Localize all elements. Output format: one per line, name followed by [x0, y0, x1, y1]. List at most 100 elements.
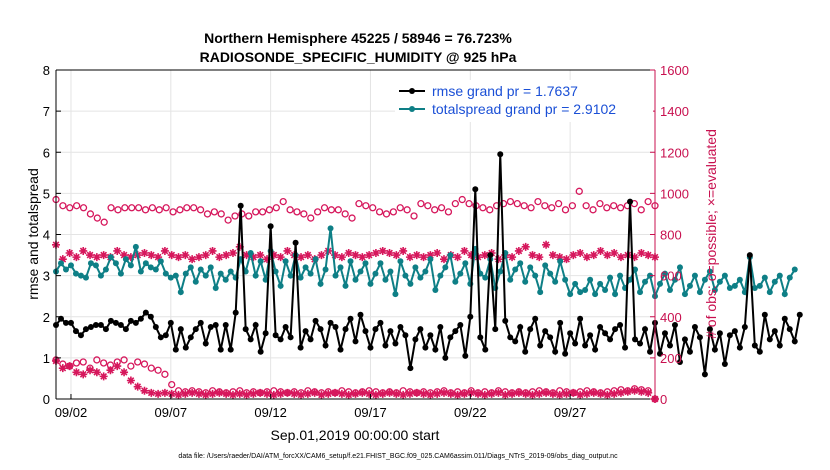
y-tick-label-left: 0	[43, 392, 50, 407]
obs-evaluated-marker	[610, 389, 619, 398]
obs-evaluated-marker	[603, 251, 612, 260]
obs-evaluated-marker	[555, 253, 564, 262]
rmse-point	[607, 336, 614, 343]
obs-evaluated-marker	[487, 389, 496, 398]
obs-evaluated-marker	[58, 364, 67, 373]
x-tick-label: 09/27	[554, 405, 587, 420]
rmse-point	[701, 371, 708, 378]
x-tick-label: 09/12	[254, 405, 287, 420]
obs-evaluated-marker	[474, 389, 483, 398]
obs-possible-marker	[258, 208, 267, 216]
obs-possible-marker	[596, 200, 604, 208]
rmse-point	[791, 338, 798, 345]
obs-evaluated-marker	[610, 249, 619, 258]
obs-possible-marker	[79, 204, 88, 212]
totalspread-point	[57, 260, 64, 267]
obs-evaluated-marker	[276, 389, 285, 398]
totalspread-point	[522, 278, 529, 285]
rmse-point	[222, 321, 229, 328]
rmse-point	[696, 334, 703, 341]
rmse-point	[577, 315, 584, 322]
totalspread-point	[382, 276, 389, 283]
obs-possible-marker	[603, 204, 611, 212]
obs-evaluated-marker	[351, 251, 360, 260]
obs-evaluated-marker	[120, 368, 129, 377]
obs-possible-marker	[382, 210, 391, 218]
obs-evaluated-marker	[297, 253, 306, 262]
totalspread-point	[82, 274, 89, 281]
x-axis-label: Sep.01,2019 00:00:00 start	[271, 427, 440, 443]
obs-possible-marker	[307, 214, 315, 222]
totalspread-point	[92, 262, 99, 269]
obs-evaluated-marker	[365, 389, 374, 398]
obs-evaluated-marker	[317, 390, 326, 399]
rmse-point	[661, 330, 668, 337]
obs-evaluated-marker	[140, 249, 149, 258]
obs-possible-marker	[369, 204, 377, 212]
obs-possible-marker	[499, 200, 508, 208]
rmse-point	[97, 321, 104, 328]
y-tick-label-left: 5	[43, 186, 50, 201]
obs-evaluated-marker	[337, 253, 346, 262]
obs-evaluated-marker	[433, 249, 442, 258]
obs-possible-marker	[231, 212, 239, 220]
totalspread-point	[307, 270, 314, 277]
obs-evaluated-marker	[392, 389, 401, 398]
rmse-point	[627, 198, 634, 205]
obs-possible-marker	[582, 202, 590, 210]
obs-evaluated-marker	[412, 388, 421, 397]
rmse-point	[82, 326, 89, 333]
obs-evaluated-marker	[215, 253, 224, 262]
rmse-point	[477, 334, 484, 341]
obs-possible-marker	[73, 202, 81, 210]
totalspread-point	[332, 272, 339, 279]
rmse-point	[736, 344, 743, 351]
obs-evaluated-marker	[405, 253, 414, 262]
rmse-point	[686, 348, 693, 355]
y-tick-label-right: 800	[660, 228, 682, 243]
rmse-point	[262, 330, 269, 337]
obs-possible-marker	[59, 202, 67, 210]
obs-evaluated-marker	[385, 249, 394, 258]
totalspread-point	[776, 272, 783, 279]
totalspread-point	[656, 280, 663, 287]
obs-possible-marker	[458, 195, 466, 204]
obs-possible-marker	[637, 206, 645, 214]
rmse-point	[397, 324, 404, 331]
obs-possible-marker	[99, 359, 108, 367]
rmse-point	[447, 334, 454, 341]
rmse-point	[756, 348, 763, 355]
rmse-point	[297, 344, 304, 351]
obs-evaluated-marker	[269, 251, 278, 260]
obs-possible-marker	[506, 197, 515, 206]
obs-evaluated-marker	[644, 388, 653, 397]
totalspread-point	[447, 252, 454, 259]
obs-evaluated-marker	[181, 251, 190, 260]
totalspread-point	[686, 282, 693, 289]
totalspread-point	[617, 272, 624, 279]
obs-evaluated-marker	[222, 389, 231, 398]
obs-possible-marker	[403, 206, 411, 214]
rmse-point	[407, 365, 414, 372]
rmse-point	[796, 311, 803, 318]
totalspread-point	[252, 272, 259, 279]
y-axis-label-right: # of obs: o=possible; ×=evaluated	[703, 129, 719, 339]
obs-evaluated-marker	[160, 246, 169, 255]
obs-evaluated-marker	[249, 389, 258, 398]
rmse-point	[382, 342, 389, 349]
obs-evaluated-marker	[535, 253, 544, 262]
obs-possible-marker	[141, 206, 150, 214]
rmse-point	[362, 328, 369, 335]
totalspread-point	[362, 260, 369, 267]
totalspread-point	[372, 270, 379, 277]
obs-evaluated-marker	[263, 255, 272, 264]
rmse-point	[302, 328, 309, 335]
obs-evaluated-marker	[208, 246, 217, 255]
totalspread-point	[287, 272, 294, 279]
rmse-point	[552, 348, 559, 355]
rmse-point	[487, 252, 494, 259]
totalspread-point	[756, 282, 763, 289]
rmse-point	[162, 332, 169, 339]
totalspread-point	[482, 274, 489, 281]
rmse-point	[557, 319, 564, 326]
